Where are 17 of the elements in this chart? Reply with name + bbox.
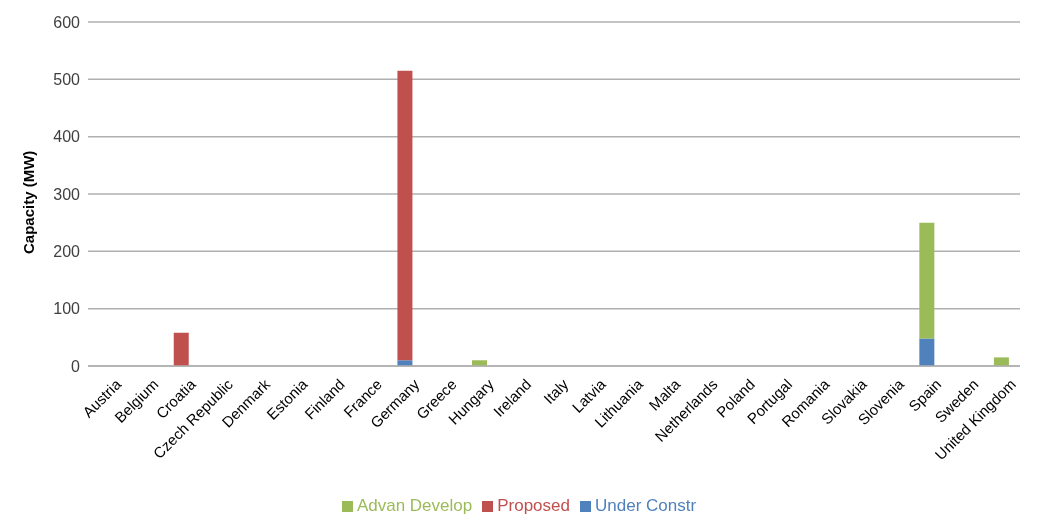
y-tick-label: 100 [53, 300, 81, 318]
y-tick-label: 0 [71, 357, 81, 375]
bar [397, 70, 413, 361]
bar [993, 357, 1009, 366]
legend-label: Under Constr [594, 496, 697, 515]
y-tick-label: 400 [53, 128, 81, 146]
bar [173, 332, 189, 366]
y-tick-label: 200 [53, 243, 81, 261]
legend-label: Proposed [497, 496, 570, 515]
x-tick-label: Italy [540, 375, 572, 407]
y-tick-label: 600 [53, 13, 81, 31]
y-tick-label: 300 [53, 185, 81, 203]
bar [919, 338, 935, 366]
y-tick-label: 500 [53, 71, 81, 89]
y-axis-title: Capacity (MW) [20, 150, 38, 254]
legend-label: Advan Develop [356, 496, 473, 515]
bar [919, 222, 935, 339]
